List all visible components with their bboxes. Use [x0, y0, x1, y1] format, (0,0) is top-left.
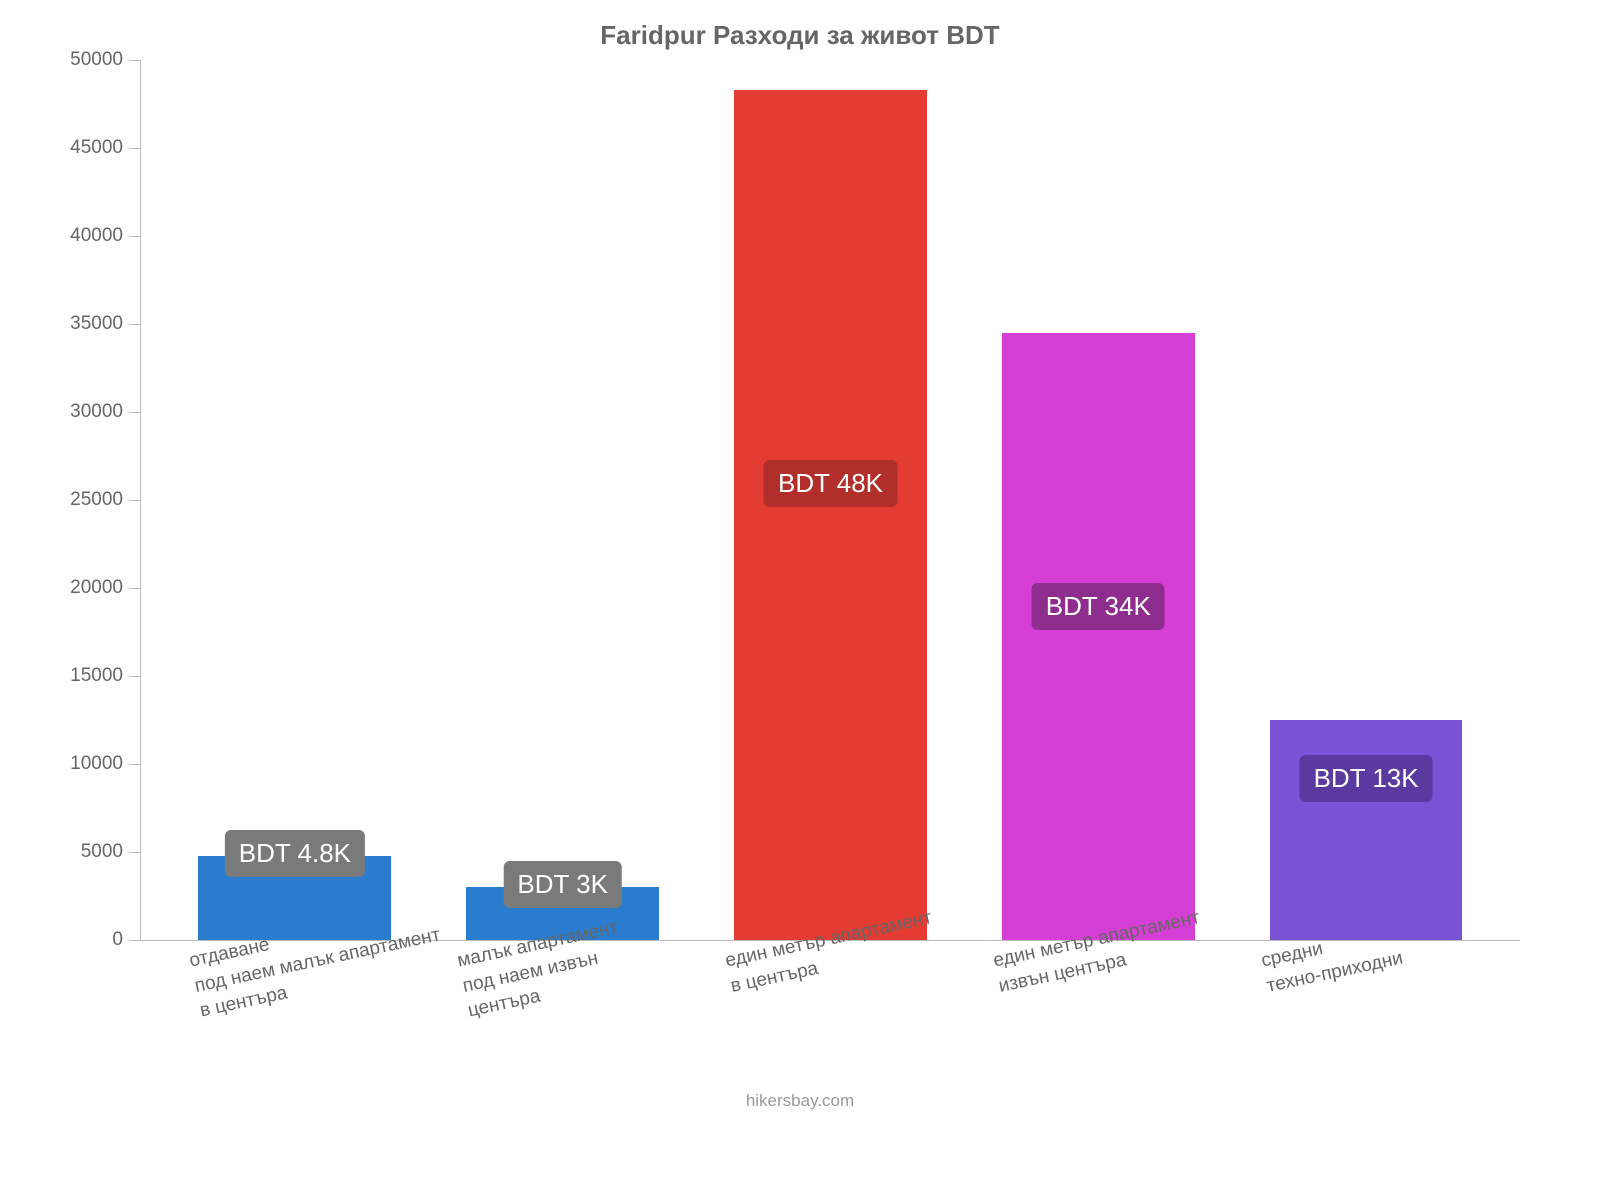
value-badge: BDT 4.8K [225, 830, 365, 877]
x-label-slot: един метър апартамент в центъра [696, 941, 964, 1081]
y-tick-label: 10000 [70, 753, 141, 775]
x-label-slot: отдаване под наем малък апартамент в цен… [160, 941, 428, 1081]
bar-slot: BDT 4.8K [161, 61, 429, 940]
y-tick-label: 40000 [70, 225, 141, 247]
x-axis-labels: отдаване под наем малък апартамент в цен… [140, 941, 1520, 1081]
y-tick-label: 20000 [70, 577, 141, 599]
value-badge: BDT 48K [764, 460, 897, 507]
value-badge: BDT 13K [1300, 755, 1433, 802]
bar: BDT 13K [1270, 720, 1463, 940]
plot-area: BDT 4.8KBDT 3KBDT 48KBDT 34KBDT 13K 0500… [140, 61, 1520, 941]
y-tick-label: 15000 [70, 665, 141, 687]
chart-footer: hikersbay.com [40, 1091, 1560, 1111]
x-label-slot: един метър апартамент извън центъра [964, 941, 1232, 1081]
x-label-slot: средни техно-приходни [1232, 941, 1500, 1081]
bars-group: BDT 4.8K BDT 3K BDT 48K BDT 34K BDT 13K [141, 61, 1520, 940]
chart-title: Faridpur Разходи за живот BDT [40, 20, 1560, 51]
chart-container: Faridpur Разходи за живот BDT BDT 4.8KBD… [0, 0, 1600, 1200]
bar-slot: BDT 34K [964, 61, 1232, 940]
y-tick-label: 30000 [70, 401, 141, 423]
bar: BDT 34K [1002, 333, 1195, 940]
bar: BDT 48K [734, 90, 927, 940]
x-label-slot: малък апартамент под наем извън центъра [428, 941, 696, 1081]
y-tick-label: 45000 [70, 137, 141, 159]
y-tick-label: 35000 [70, 313, 141, 335]
value-badge: BDT 3K [503, 861, 622, 908]
y-tick-label: 0 [112, 929, 141, 951]
y-tick-label: 50000 [70, 49, 141, 71]
y-tick-label: 5000 [81, 841, 141, 863]
bar-slot: BDT 13K [1232, 61, 1500, 940]
bar-slot: BDT 48K [697, 61, 965, 940]
bar-slot: BDT 3K [429, 61, 697, 940]
value-badge: BDT 34K [1032, 583, 1165, 630]
y-tick-label: 25000 [70, 489, 141, 511]
